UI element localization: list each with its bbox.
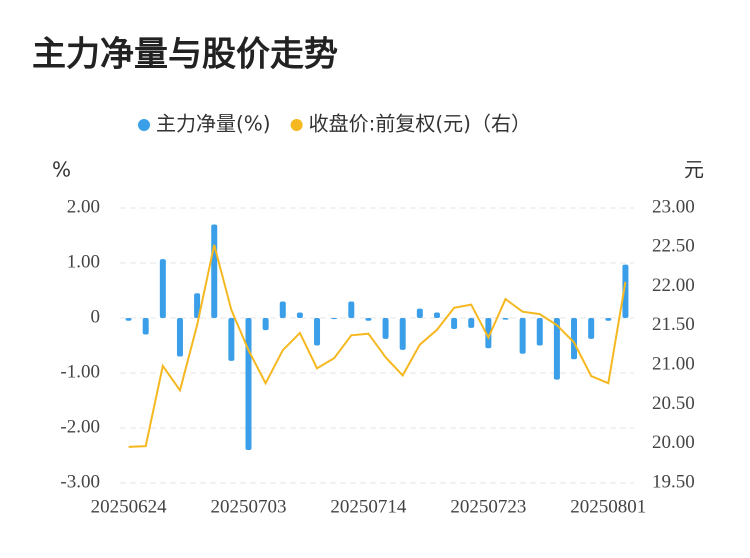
bar — [314, 318, 321, 346]
y-tick-label: 1.00 — [67, 251, 100, 272]
bar — [279, 301, 286, 318]
y2-tick-label: 21.50 — [652, 314, 695, 335]
x-tick-label: 20250723 — [450, 496, 526, 517]
bar — [433, 312, 440, 318]
bar — [399, 318, 406, 350]
bar — [365, 318, 372, 321]
x-tick-label: 20250714 — [330, 496, 407, 517]
bar — [553, 318, 560, 380]
bar — [416, 308, 423, 318]
y2-axis-label: 元 — [684, 158, 704, 182]
y2-tick-label: 23.00 — [652, 196, 695, 217]
bar — [245, 318, 252, 450]
bar — [536, 318, 543, 346]
x-tick-label: 20250801 — [570, 496, 646, 517]
legend-marker — [290, 119, 303, 131]
bar — [296, 312, 303, 318]
y-tick-label: 2.00 — [67, 196, 100, 217]
chart-title: 主力净量与股价走势 — [32, 35, 338, 75]
legend-label: 主力净量(%) — [156, 112, 271, 136]
bar — [519, 318, 526, 354]
bar — [228, 318, 235, 361]
bar — [502, 318, 509, 320]
bar — [605, 318, 612, 321]
bar — [159, 259, 166, 318]
bar — [142, 318, 149, 335]
y2-tick-label: 22.50 — [652, 236, 695, 257]
bar — [588, 318, 595, 339]
bar — [331, 318, 338, 320]
y2-tick-label: 19.50 — [652, 471, 695, 492]
y2-tick-label: 22.00 — [652, 275, 695, 296]
y2-tick-label: 20.50 — [652, 393, 695, 414]
bar — [382, 318, 389, 339]
bar — [211, 224, 218, 318]
price-line — [128, 244, 627, 448]
bar — [176, 318, 183, 357]
x-tick-label: 20250624 — [91, 496, 168, 517]
bar — [262, 318, 269, 331]
legend-marker — [138, 119, 150, 131]
y-tick-label: -3.00 — [60, 471, 100, 492]
bar — [485, 318, 492, 349]
bar — [125, 318, 132, 321]
y-tick-label: -2.00 — [60, 416, 100, 437]
y-tick-label: 0 — [91, 306, 101, 327]
bar — [468, 318, 475, 328]
bar — [348, 301, 355, 318]
y-axis-label: % — [52, 158, 71, 182]
x-tick-label: 20250703 — [211, 496, 287, 517]
y-tick-label: -1.00 — [60, 361, 100, 382]
bar — [194, 293, 201, 318]
legend-label: 收盘价:前复权(元)（右） — [309, 112, 531, 136]
y2-tick-label: 21.00 — [652, 354, 695, 375]
bar — [451, 318, 458, 329]
bar — [622, 264, 629, 318]
y2-tick-label: 20.00 — [652, 432, 695, 453]
bar — [571, 318, 578, 360]
